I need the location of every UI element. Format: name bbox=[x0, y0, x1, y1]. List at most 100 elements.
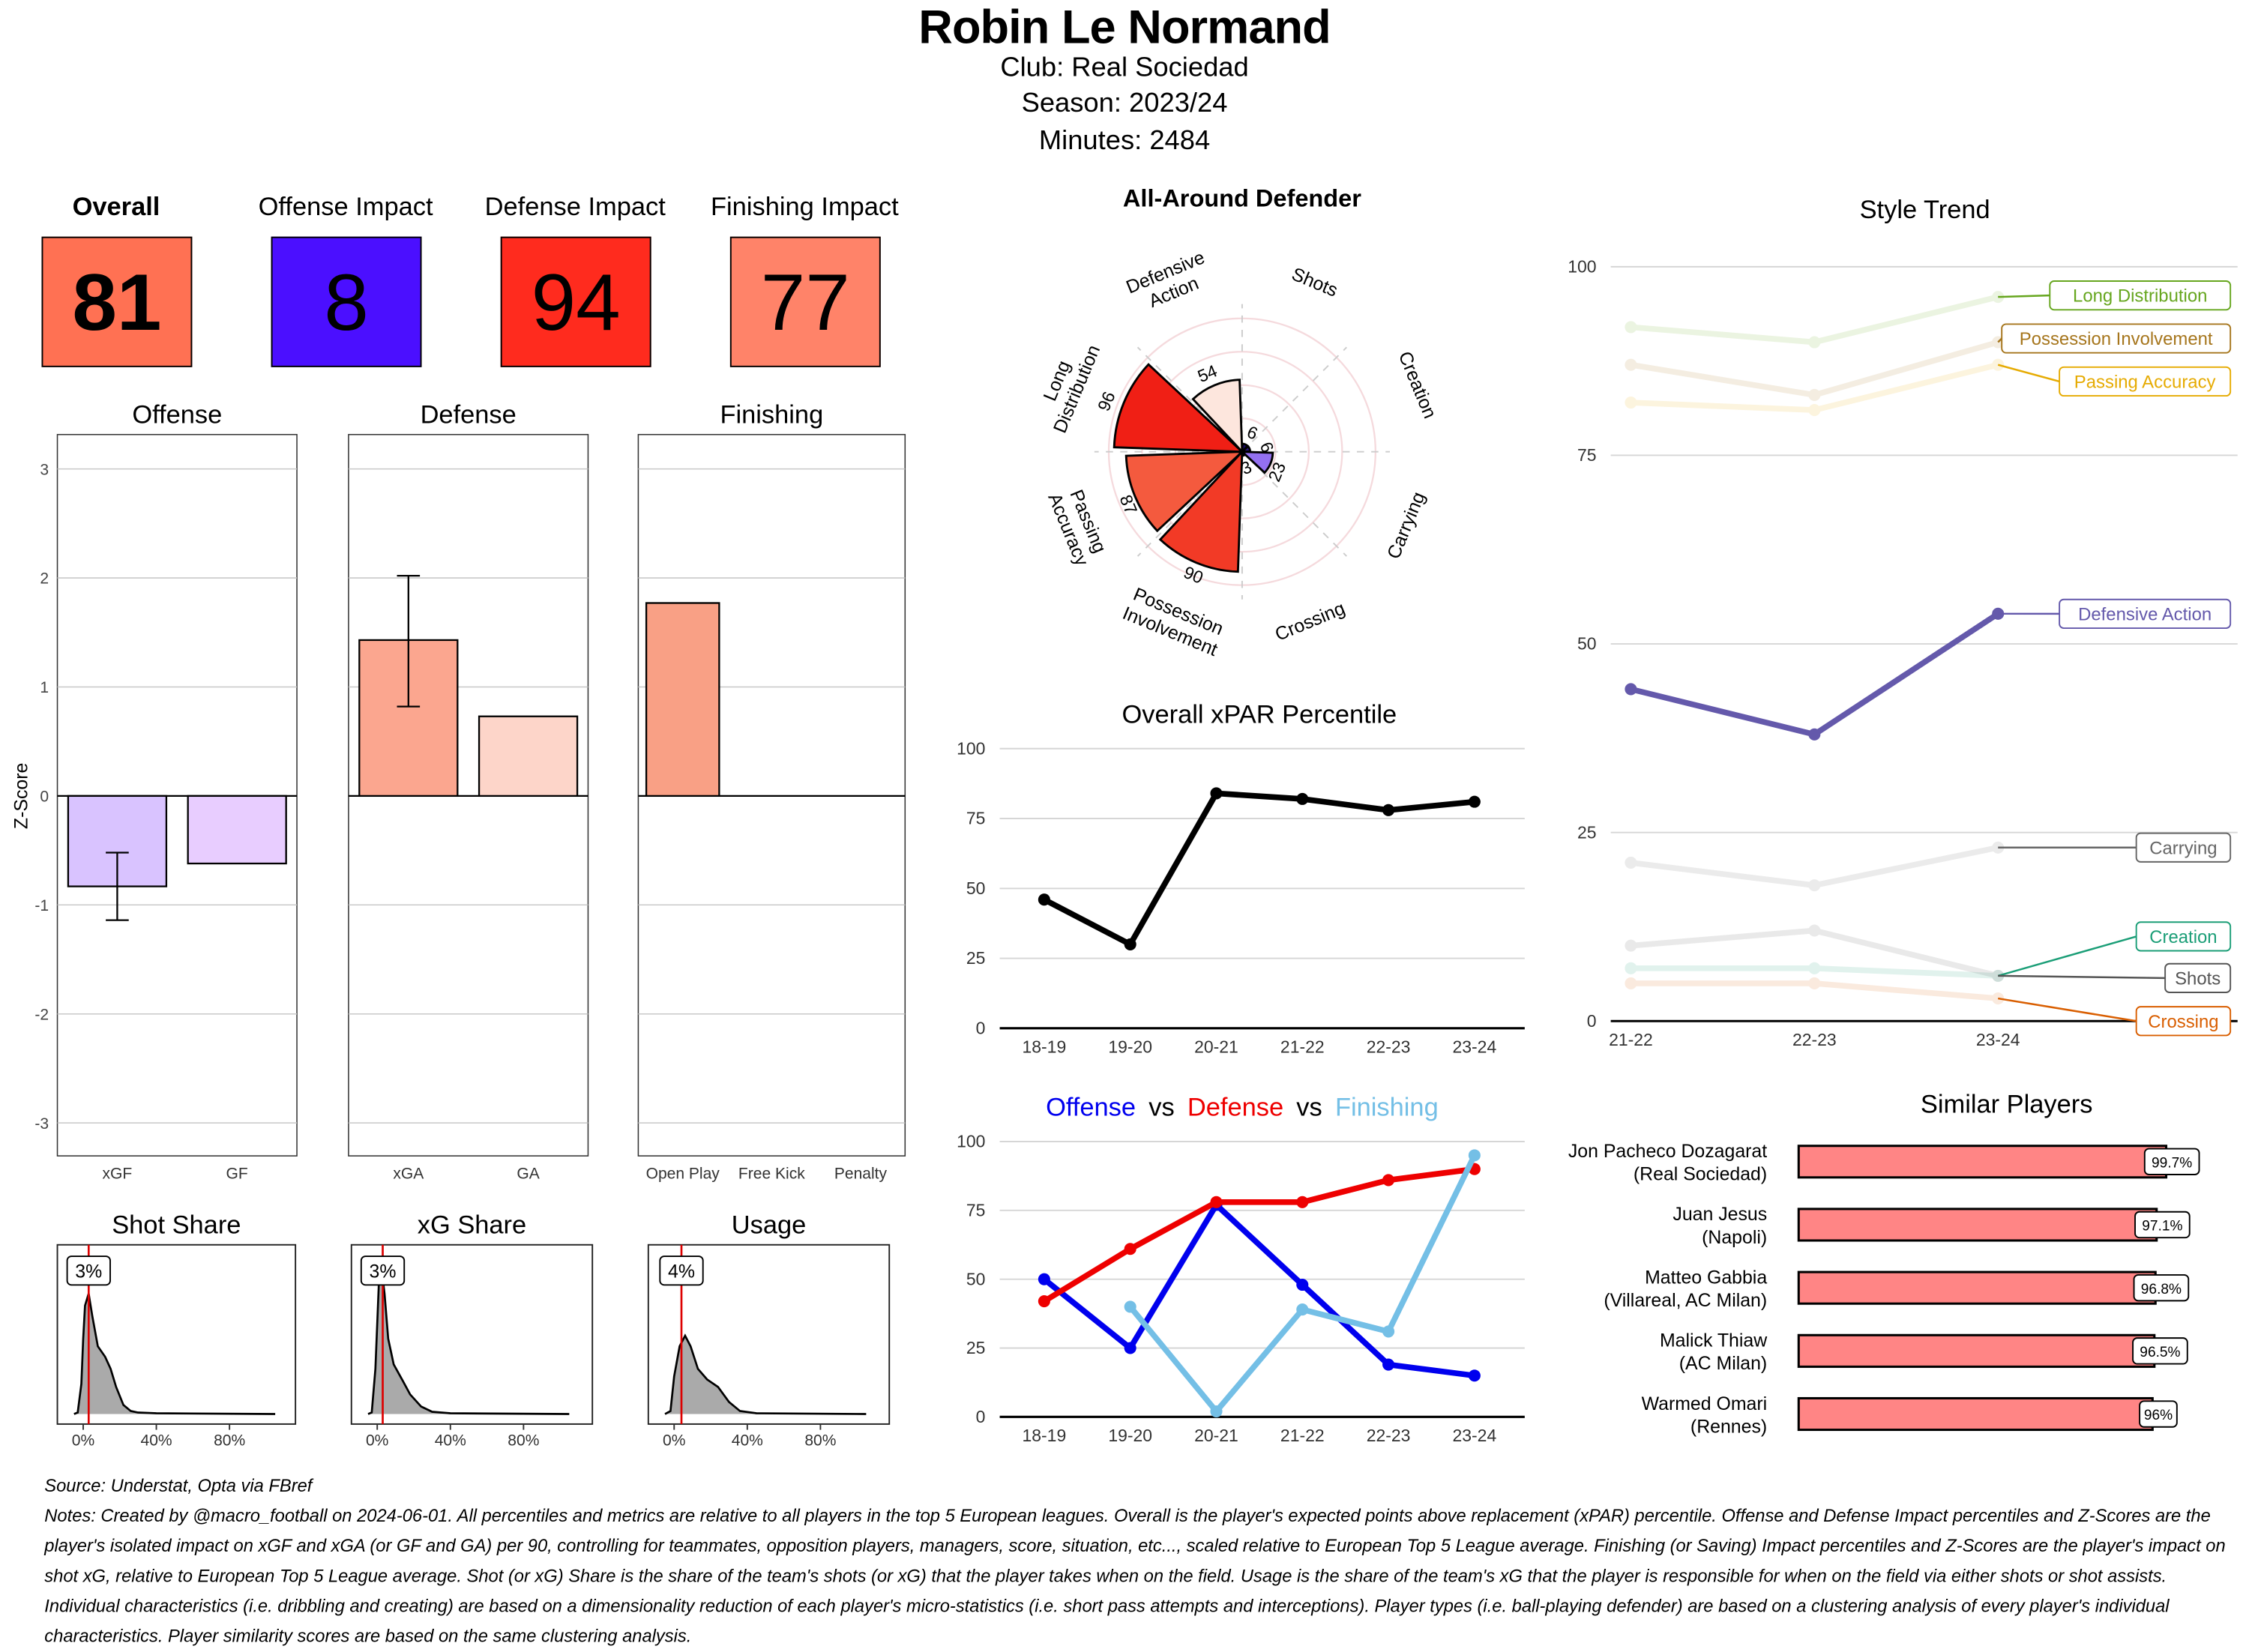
data-point bbox=[1210, 787, 1222, 799]
player-club: (Villareal, AC Milan) bbox=[1604, 1290, 1767, 1311]
y-tick-label: 25 bbox=[966, 1338, 986, 1357]
similar-player-row: Jon Pacheco Dozagarat(Real Sociedad)99.7… bbox=[1568, 1141, 2200, 1185]
chart-title: Style Trend bbox=[1860, 196, 1990, 224]
y-tick-label: 75 bbox=[966, 809, 986, 828]
player-name: Matteo Gabbia bbox=[1645, 1267, 1767, 1288]
x-tick-label: 0% bbox=[663, 1432, 685, 1450]
chart-title: Overall xPAR Percentile bbox=[1122, 700, 1397, 729]
y-tick-label: 100 bbox=[957, 738, 985, 758]
data-point bbox=[1625, 683, 1637, 695]
data-point bbox=[1296, 793, 1308, 805]
density-area bbox=[368, 1264, 569, 1414]
data-point bbox=[1808, 879, 1820, 891]
y-tick-label: -2 bbox=[34, 1006, 49, 1023]
y-tick-label: -3 bbox=[34, 1115, 49, 1133]
x-tick-label: 21-22 bbox=[1280, 1037, 1325, 1056]
series-label: Passing Accuracy bbox=[2074, 373, 2216, 393]
x-tick-label: 22-23 bbox=[1792, 1030, 1837, 1049]
title-part: Defense bbox=[1187, 1094, 1283, 1122]
series-label: Shots bbox=[2175, 968, 2221, 989]
data-point bbox=[1038, 893, 1050, 905]
data-point bbox=[1625, 940, 1637, 952]
series-crossing bbox=[1625, 977, 2004, 1004]
x-tick-label: 19-20 bbox=[1108, 1037, 1152, 1056]
series-line bbox=[1631, 297, 1998, 342]
data-point bbox=[1038, 1295, 1050, 1307]
data-point bbox=[1808, 404, 1820, 416]
y-tick-label: 0 bbox=[1587, 1011, 1597, 1031]
y-tick-label: 2 bbox=[40, 570, 49, 588]
x-tick-label: 80% bbox=[214, 1432, 245, 1450]
x-tick-label: 23-24 bbox=[1453, 1037, 1497, 1056]
title-part: Finishing bbox=[1335, 1094, 1439, 1122]
data-point bbox=[1382, 804, 1394, 816]
x-tick-label: 40% bbox=[732, 1432, 763, 1450]
player-name: Malick Thiaw bbox=[1660, 1330, 1768, 1351]
panel-title: Defense bbox=[421, 400, 517, 429]
series-label: Carrying bbox=[2149, 838, 2217, 858]
x-tick-label: 18-19 bbox=[1023, 1037, 1067, 1056]
data-point bbox=[1296, 1196, 1308, 1208]
y-tick-label: 25 bbox=[966, 948, 986, 968]
panel-title: Usage bbox=[732, 1211, 807, 1239]
y-tick-label: 1 bbox=[40, 679, 49, 696]
data-point bbox=[1469, 1369, 1481, 1381]
data-point bbox=[1469, 796, 1481, 808]
y-tick-label: 75 bbox=[966, 1200, 986, 1220]
series-defensive-action bbox=[1625, 608, 2004, 741]
panel-title: xG Share bbox=[418, 1211, 526, 1239]
x-tick-label: 40% bbox=[141, 1432, 172, 1450]
y-axis-label: Z-Score bbox=[10, 763, 31, 829]
polar-category-label: Creation bbox=[1394, 349, 1441, 422]
series-line bbox=[1631, 614, 1998, 735]
player-name: Warmed Omari bbox=[1642, 1393, 1768, 1414]
similarity-bar bbox=[1798, 1272, 2155, 1303]
data-point bbox=[1808, 729, 1820, 741]
data-point bbox=[1625, 857, 1637, 869]
y-tick-label: 100 bbox=[957, 1132, 985, 1151]
data-point bbox=[1625, 359, 1637, 371]
data-point bbox=[1296, 1303, 1308, 1315]
y-tick-label: 100 bbox=[1568, 257, 1596, 277]
x-tick-label: xGA bbox=[393, 1166, 424, 1183]
data-point bbox=[1210, 1405, 1222, 1417]
data-point bbox=[1469, 1149, 1481, 1161]
similarity-label: 96% bbox=[2144, 1408, 2173, 1423]
polar-category-label: Crossing bbox=[1272, 598, 1348, 645]
y-tick-label: -1 bbox=[34, 897, 49, 914]
polar-chart: All-Around Defender6Shots6Creation23Carr… bbox=[1039, 185, 1440, 661]
data-point bbox=[1808, 389, 1820, 401]
y-tick-label: 3 bbox=[40, 461, 49, 478]
data-point bbox=[1124, 1300, 1136, 1312]
x-tick-label: 21-22 bbox=[1609, 1030, 1653, 1049]
x-tick-label: 18-19 bbox=[1023, 1426, 1067, 1445]
footer: Source: Understat, Opta via FBref Notes:… bbox=[44, 1471, 2239, 1652]
similar-player-row: Matteo Gabbia(Villareal, AC Milan)96.8% bbox=[1604, 1267, 2188, 1311]
series-defense bbox=[1038, 1163, 1481, 1307]
x-tick-label: 21-22 bbox=[1280, 1426, 1325, 1445]
density-area bbox=[665, 1336, 866, 1414]
y-tick-label: 50 bbox=[966, 1269, 986, 1288]
data-point bbox=[1038, 1273, 1050, 1285]
y-tick-label: 75 bbox=[1577, 445, 1597, 465]
series-line bbox=[1631, 343, 1998, 395]
source-text: Source: Understat, Opta via FBref bbox=[44, 1471, 2239, 1501]
x-tick-label: 0% bbox=[366, 1432, 388, 1450]
x-tick-label: 20-21 bbox=[1194, 1037, 1238, 1056]
series-label: Possession Involvement bbox=[2020, 329, 2213, 349]
bar-gf bbox=[188, 796, 286, 863]
chart-title: Similar Players bbox=[1921, 1091, 2093, 1119]
series-long-distribution bbox=[1625, 291, 2004, 348]
similarity-label: 96.5% bbox=[2140, 1345, 2180, 1360]
marker-label: 3% bbox=[75, 1261, 102, 1282]
series-offense bbox=[1038, 1199, 1481, 1381]
player-name: Juan Jesus bbox=[1673, 1204, 1767, 1225]
data-point bbox=[1382, 1325, 1394, 1337]
player-name: Jon Pacheco Dozagarat bbox=[1568, 1141, 1767, 1162]
